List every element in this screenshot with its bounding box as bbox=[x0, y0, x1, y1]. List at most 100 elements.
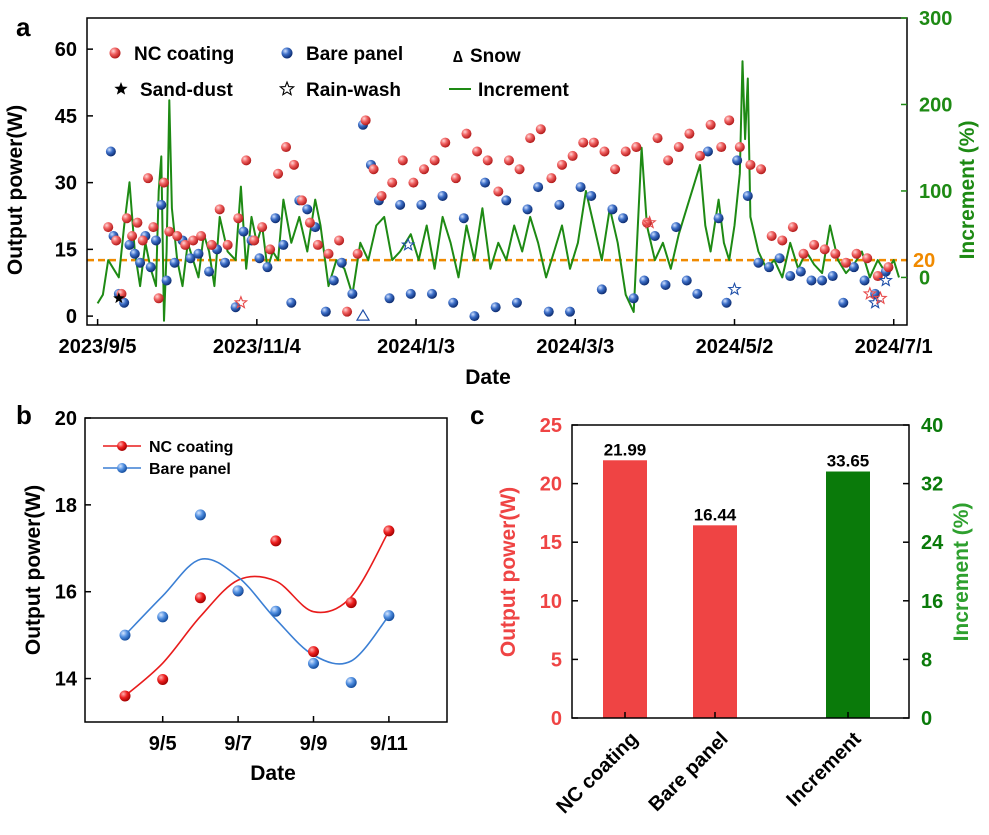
bare-panel-point bbox=[416, 199, 427, 210]
c-y2-tick-label: 24 bbox=[921, 532, 944, 554]
nc-coating-point bbox=[368, 164, 379, 175]
nc-coating-point bbox=[308, 646, 319, 658]
nc-coating-point bbox=[535, 124, 546, 135]
nc-coating-point bbox=[546, 173, 557, 184]
y-tick-label: 30 bbox=[55, 173, 77, 195]
bare-panel-point bbox=[628, 293, 639, 304]
legend-bare-label: Bare panel bbox=[306, 44, 403, 65]
nc-coating-point bbox=[257, 222, 268, 233]
bare-panel-point bbox=[511, 297, 522, 308]
nc-coating-point bbox=[673, 142, 684, 153]
nc-coating-point bbox=[684, 128, 695, 139]
bar-nc-coating bbox=[603, 460, 647, 718]
x-tick-label: 2023/11/4 bbox=[213, 336, 302, 358]
rain-wash-point bbox=[642, 215, 657, 229]
bare-panel-curve bbox=[124, 558, 390, 665]
nc-coating-point bbox=[288, 159, 299, 170]
nc-coating-point bbox=[241, 155, 252, 166]
nc-coating-point bbox=[408, 177, 419, 188]
nc-coating-point bbox=[756, 164, 767, 175]
legend-sand-marker bbox=[114, 82, 128, 95]
c-y-tick-label: 20 bbox=[540, 474, 562, 496]
panel-c-frame bbox=[571, 424, 910, 719]
c-x-tick-label: Bare panel bbox=[645, 728, 733, 816]
x-tick-label: 2023/9/5 bbox=[59, 336, 137, 358]
nc-coating-point bbox=[334, 235, 345, 246]
bare-panel-point bbox=[702, 146, 713, 157]
nc-coating-point bbox=[111, 235, 122, 246]
bare-panel-point bbox=[145, 262, 156, 273]
legend-b-nc-label: NC coating bbox=[149, 439, 233, 456]
bare-panel-point bbox=[795, 266, 806, 277]
bare-panel-point bbox=[501, 195, 512, 206]
nc-coating-point bbox=[724, 115, 735, 126]
bare-panel-point bbox=[522, 204, 533, 215]
bare-panel-point bbox=[469, 311, 480, 322]
rain-wash-point bbox=[878, 272, 893, 287]
bare-panel-point bbox=[405, 288, 416, 299]
panel-a-xlabel: Date bbox=[465, 366, 511, 389]
bare-panel-point bbox=[543, 306, 554, 317]
bare-panel-point bbox=[345, 676, 357, 688]
bare-panel-point bbox=[480, 177, 491, 188]
bare-panel-point bbox=[533, 182, 544, 193]
nc-coating-point bbox=[233, 213, 244, 224]
nc-coating-point bbox=[798, 248, 809, 259]
panel-c-letter: c bbox=[470, 400, 484, 430]
bare-panel-point bbox=[278, 239, 289, 250]
nc-coating-point bbox=[652, 133, 663, 144]
nc-coating-point bbox=[450, 173, 461, 184]
nc-coating-point bbox=[345, 597, 357, 609]
nc-coating-point bbox=[567, 150, 578, 161]
nc-coating-point bbox=[164, 226, 175, 237]
b-x-tick-label: 9/11 bbox=[370, 733, 408, 755]
x-tick-label: 2024/1/3 bbox=[377, 336, 455, 358]
y-tick-label: 15 bbox=[55, 239, 77, 261]
nc-coating-point bbox=[766, 231, 777, 242]
nc-coating-point bbox=[376, 190, 387, 201]
nc-coating-point bbox=[777, 235, 788, 246]
nc-coating-point bbox=[265, 244, 276, 255]
bare-panel-point bbox=[806, 275, 817, 286]
bare-panel-point bbox=[105, 146, 116, 157]
bare-panel-point bbox=[713, 213, 724, 224]
bare-panel-point bbox=[426, 288, 437, 299]
nc-coating-point bbox=[157, 673, 169, 685]
bare-panel-point bbox=[618, 213, 629, 224]
bare-panel-point bbox=[490, 302, 501, 313]
bare-panel-point bbox=[785, 271, 796, 282]
bare-panel-point bbox=[308, 657, 319, 669]
nc-coating-point bbox=[153, 293, 164, 304]
nc-coating-point bbox=[148, 222, 159, 233]
nc-coating-point bbox=[143, 173, 154, 184]
x-tick-label: 2024/7/1 bbox=[855, 336, 933, 358]
nc-coating-point bbox=[472, 146, 483, 157]
bare-panel-point bbox=[753, 257, 764, 268]
nc-coating-point bbox=[137, 235, 148, 246]
nc-coating-point bbox=[323, 248, 334, 259]
c-y2-tick-label: 40 bbox=[921, 415, 943, 437]
nc-coating-point bbox=[610, 164, 621, 175]
panel-a-y2label: Increment (%) bbox=[956, 121, 979, 260]
bare-panel-point bbox=[859, 275, 870, 286]
nc-coating-point bbox=[206, 239, 217, 250]
legend-rain-label: Rain-wash bbox=[306, 80, 401, 101]
nc-coating-point bbox=[663, 155, 674, 166]
bare-panel-point bbox=[817, 275, 828, 286]
nc-coating-point bbox=[482, 155, 493, 166]
bare-panel-point bbox=[384, 293, 395, 304]
nc-coating-point bbox=[830, 248, 841, 259]
bare-panel-point bbox=[238, 226, 249, 237]
nc-coating-point bbox=[493, 186, 504, 197]
nc-coating-point bbox=[745, 159, 756, 170]
y-tick-label: 0 bbox=[66, 306, 77, 328]
bare-panel-point bbox=[124, 239, 135, 250]
nc-coating-point bbox=[270, 535, 282, 547]
nc-coating-point bbox=[819, 244, 830, 255]
c-y2-tick-label: 8 bbox=[921, 649, 932, 671]
bare-panel-point bbox=[437, 190, 448, 201]
legend-sand-label: Sand-dust bbox=[140, 80, 234, 101]
bare-panel-point bbox=[119, 297, 130, 308]
panel-a-axes: 0 15 30 45 60 0 100 200 300 20 2023/9/5 2023/11/4 20… bbox=[55, 8, 953, 358]
nc-coating-point bbox=[883, 262, 894, 273]
